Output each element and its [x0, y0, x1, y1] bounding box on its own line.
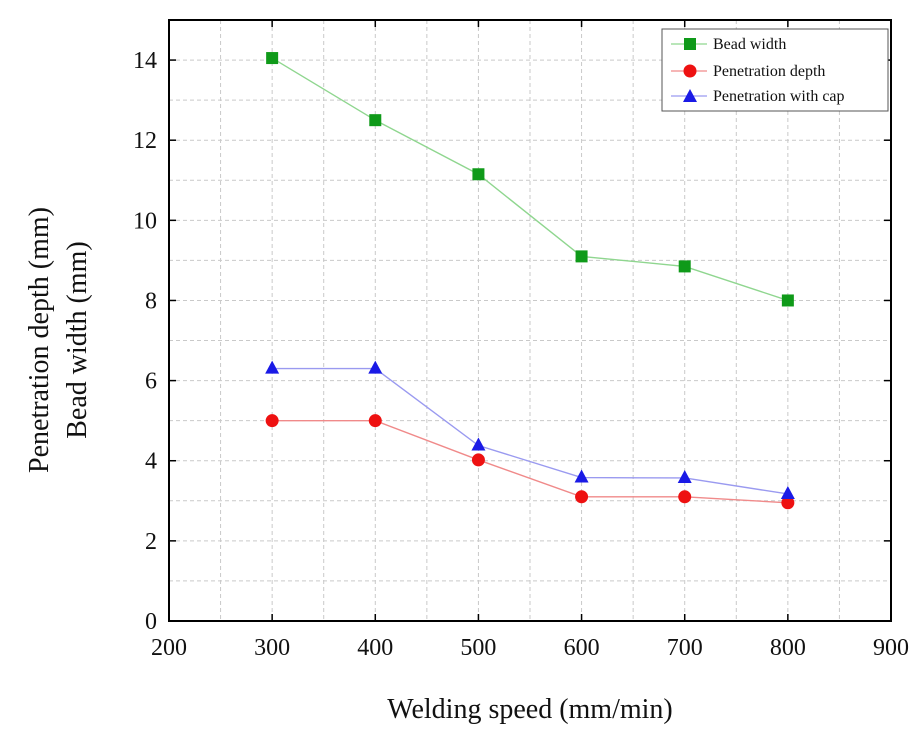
data-point-series-3	[368, 360, 383, 374]
series-line-3	[272, 367, 788, 495]
y-tick-label: 4	[145, 449, 157, 475]
data-point-series-1	[369, 114, 382, 127]
y-axis-title-line-1: Penetration depth (mm)	[24, 207, 55, 473]
y-tick-label: 12	[133, 128, 157, 154]
data-point-series-3	[471, 437, 486, 451]
x-tick-label: 600	[564, 635, 600, 661]
y-tick-label: 14	[133, 48, 157, 74]
plot-area-frame	[168, 19, 892, 622]
grid-lines	[169, 20, 891, 621]
data-point-series-2	[265, 414, 279, 428]
legend-label-bead-width: Bead width	[713, 36, 786, 53]
x-tick-label: 800	[770, 635, 806, 661]
y-tick-label: 8	[145, 288, 157, 314]
data-point-series-1	[678, 260, 691, 273]
data-point-series-2	[575, 490, 589, 504]
x-tick-label: 400	[357, 635, 393, 661]
data-point-series-1	[266, 52, 279, 65]
y-tick-label: 10	[133, 208, 157, 234]
data-point-series-2	[781, 496, 795, 510]
data-point-series-3	[677, 469, 692, 483]
x-tick-label: 900	[873, 635, 909, 661]
y-tick-label: 6	[145, 369, 157, 395]
x-tick-label: 500	[460, 635, 496, 661]
axis-ticks: 200 300 400 500 600 700 800 900 0 2 4 6 8 10 12 14	[133, 20, 909, 661]
y-axis-title-line-2: Bead width (mm)	[62, 241, 93, 439]
series-layer	[265, 52, 795, 510]
x-tick-label: 700	[667, 635, 703, 661]
data-point-series-2	[471, 453, 485, 467]
data-point-series-2	[368, 414, 382, 428]
y-tick-label: 2	[145, 529, 157, 555]
x-tick-label: 300	[254, 635, 290, 661]
data-point-series-2	[678, 490, 692, 504]
x-tick-label: 200	[151, 635, 187, 661]
legend-marker-penetration-depth	[683, 64, 697, 78]
legend-box	[661, 28, 889, 112]
data-point-series-3	[574, 469, 589, 483]
legend-marker-penetration-with-cap	[683, 89, 697, 102]
series-line-2	[272, 419, 788, 504]
legend: Bead width Penetration depth Penetration…	[661, 28, 889, 112]
data-point-series-3	[780, 485, 795, 499]
data-point-series-3	[265, 360, 280, 374]
x-axis-title: Welding speed (mm/min)	[387, 694, 672, 725]
data-point-series-1	[575, 250, 588, 263]
legend-label-penetration-depth: Penetration depth	[713, 63, 825, 80]
data-point-series-1	[472, 168, 485, 181]
data-point-series-1	[781, 294, 794, 307]
series-line-1	[271, 57, 789, 302]
y-tick-label: 0	[145, 609, 157, 635]
legend-label-penetration-with-cap: Penetration with cap	[713, 88, 845, 105]
legend-marker-bead-width	[684, 38, 696, 50]
